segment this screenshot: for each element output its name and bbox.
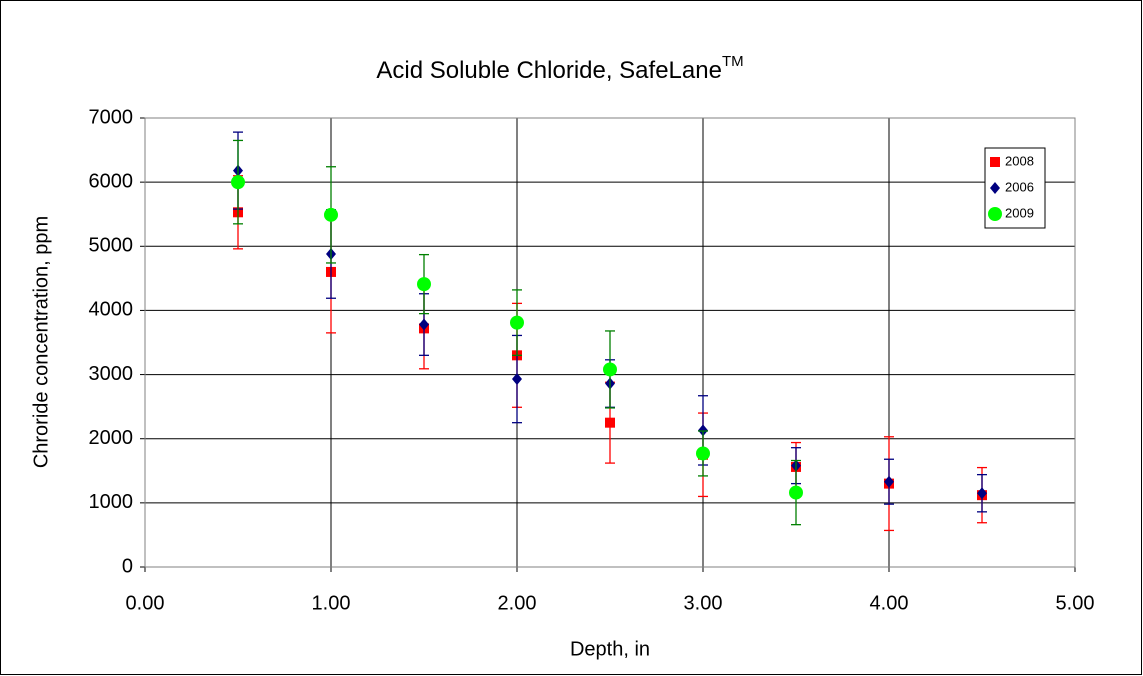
title-text: Acid Soluble Chloride, SafeLane — [376, 57, 722, 84]
legend-label: 2009 — [1005, 205, 1034, 220]
y-tick-label: 4000 — [89, 299, 134, 321]
y-tick-label: 2000 — [89, 427, 134, 449]
x-tick-label: 1.00 — [312, 592, 351, 614]
chart-title: Acid Soluble Chloride, SafeLaneTM — [376, 53, 743, 84]
marker — [977, 487, 987, 500]
marker — [512, 373, 522, 386]
legend-marker — [988, 207, 1002, 221]
marker — [603, 362, 617, 377]
x-tick-label: 3.00 — [684, 592, 723, 614]
marker — [789, 485, 803, 500]
title-superscript: TM — [722, 53, 744, 70]
x-tick-label: 5.00 — [1056, 592, 1095, 614]
series — [231, 139, 803, 526]
x-tick-label: 2.00 — [498, 592, 537, 614]
x-axis-label: Depth, in — [570, 638, 650, 660]
y-tick-label: 0 — [122, 555, 133, 577]
marker — [417, 277, 431, 292]
y-tick-label: 6000 — [89, 170, 134, 192]
marker — [884, 475, 894, 488]
y-axis-label: Chroride concentration, ppm — [30, 216, 52, 468]
marker — [231, 175, 245, 190]
legend-label: 2006 — [1005, 179, 1034, 194]
plot-border — [144, 117, 1076, 568]
legend-marker — [990, 157, 1000, 167]
y-tick-label: 1000 — [89, 491, 134, 513]
marker — [419, 318, 429, 331]
legend-label: 2008 — [1005, 153, 1034, 168]
marker — [510, 315, 524, 330]
marker — [605, 417, 615, 428]
y-tick-label: 7000 — [89, 106, 134, 128]
x-tick-label: 4.00 — [870, 592, 909, 614]
marker — [324, 207, 338, 222]
y-tick-label: 3000 — [89, 363, 134, 385]
x-tick-label: 0.00 — [126, 592, 165, 614]
legend-marker — [990, 182, 1000, 194]
y-tick-label: 5000 — [89, 235, 134, 257]
marker — [696, 446, 710, 461]
